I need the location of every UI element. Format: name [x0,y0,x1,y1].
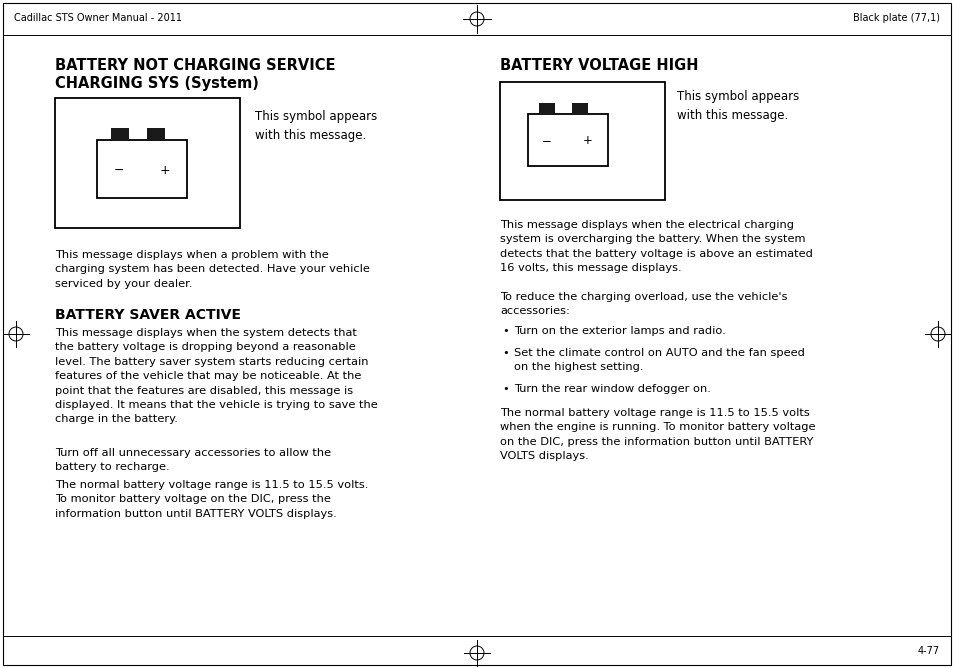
Text: Black plate (77,1): Black plate (77,1) [852,13,939,23]
Text: −: − [113,164,124,176]
Text: 4-77: 4-77 [917,646,939,656]
Text: +: + [582,134,593,148]
Bar [147,128,165,140]
Text: This message displays when the electrical charging
system is overcharging the ba: This message displays when the electrica… [499,220,812,273]
Text: −: − [541,134,552,148]
Bar [499,82,664,200]
Text: •: • [501,348,508,358]
Bar [97,140,187,198]
Text: BATTERY SAVER ACTIVE: BATTERY SAVER ACTIVE [55,308,241,322]
Text: This symbol appears
with this message.: This symbol appears with this message. [677,90,799,122]
Text: Cadillac STS Owner Manual - 2011: Cadillac STS Owner Manual - 2011 [14,13,182,23]
Text: Turn the rear window defogger on.: Turn the rear window defogger on. [514,384,710,394]
Text: +: + [159,164,171,176]
Text: •: • [501,384,508,394]
Text: The normal battery voltage range is 11.5 to 15.5 volts.
To monitor battery volta: The normal battery voltage range is 11.5… [55,480,368,519]
Bar [55,98,240,228]
Bar [527,114,607,166]
Text: This symbol appears
with this message.: This symbol appears with this message. [254,110,376,142]
Text: This message displays when a problem with the
charging system has been detected.: This message displays when a problem wit… [55,250,370,289]
Text: The normal battery voltage range is 11.5 to 15.5 volts
when the engine is runnin: The normal battery voltage range is 11.5… [499,408,815,461]
Text: To reduce the charging overload, use the vehicle's
accessories:: To reduce the charging overload, use the… [499,292,786,317]
Bar [111,128,129,140]
Text: Turn off all unnecessary accessories to allow the
battery to recharge.: Turn off all unnecessary accessories to … [55,448,331,472]
Bar [538,103,555,114]
Text: BATTERY NOT CHARGING SERVICE: BATTERY NOT CHARGING SERVICE [55,58,335,73]
Text: •: • [501,326,508,336]
Bar [572,103,587,114]
Text: CHARGING SYS (System): CHARGING SYS (System) [55,76,258,91]
Text: This message displays when the system detects that
the battery voltage is droppi: This message displays when the system de… [55,328,377,424]
Text: Turn on the exterior lamps and radio.: Turn on the exterior lamps and radio. [514,326,725,336]
Text: Set the climate control on AUTO and the fan speed
on the highest setting.: Set the climate control on AUTO and the … [514,348,804,372]
Text: BATTERY VOLTAGE HIGH: BATTERY VOLTAGE HIGH [499,58,698,73]
